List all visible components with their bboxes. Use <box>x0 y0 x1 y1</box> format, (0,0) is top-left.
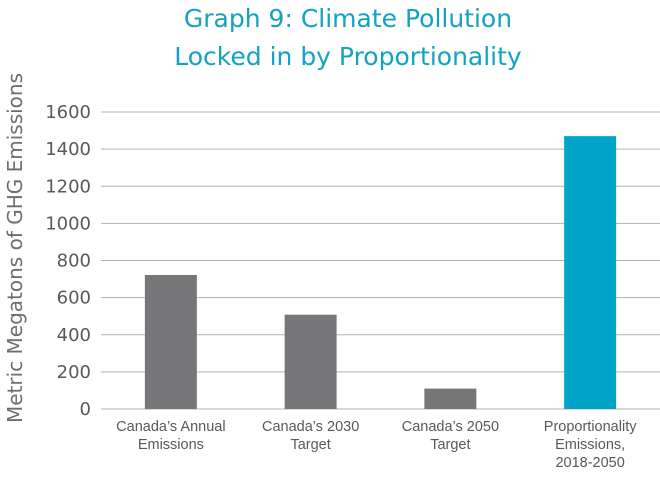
chart-title: Graph 9: Climate Pollution Locked in by … <box>174 4 522 71</box>
x-tick-label: Proportionality Emissions, 2018-2050 <box>544 419 637 471</box>
bars <box>144 136 617 409</box>
x-tick-label: Canada’s 2050 Target <box>402 419 499 453</box>
y-tick-label: 1600 <box>45 102 91 123</box>
bar <box>564 136 617 409</box>
chart-title-line-2: Locked in by Proportionality <box>174 42 522 71</box>
y-tick-label: 200 <box>57 362 91 383</box>
bar <box>424 388 477 409</box>
y-tick-label: 800 <box>57 251 91 272</box>
chart-title-line-1: Graph 9: Climate Pollution <box>184 4 512 33</box>
x-tick-label: Canada’s Annual Emissions <box>116 419 225 453</box>
y-tick-label: 400 <box>57 325 91 346</box>
y-tick-label: 1400 <box>45 139 91 160</box>
y-tick-label: 0 <box>80 399 91 420</box>
y-tick-label: 1200 <box>45 176 91 197</box>
y-tick-labels: 0 200 400 600 800 1000 1200 1400 1600 <box>45 102 91 420</box>
y-tick-label: 600 <box>57 288 91 309</box>
bar <box>144 274 197 409</box>
x-tick-labels: Canada’s Annual Emissions Canada’s 2030 Tar… <box>116 419 637 471</box>
bar <box>284 314 337 409</box>
x-tick-label: Canada’s 2030 Target <box>262 419 359 453</box>
y-tick-label: 1000 <box>45 213 91 234</box>
y-axis-label: Metric Megatons of GHG Emissions <box>3 73 27 423</box>
